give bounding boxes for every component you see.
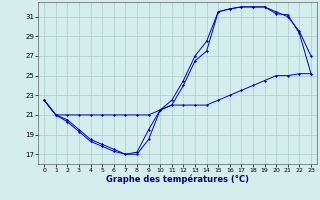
- X-axis label: Graphe des températures (°C): Graphe des températures (°C): [106, 175, 249, 184]
